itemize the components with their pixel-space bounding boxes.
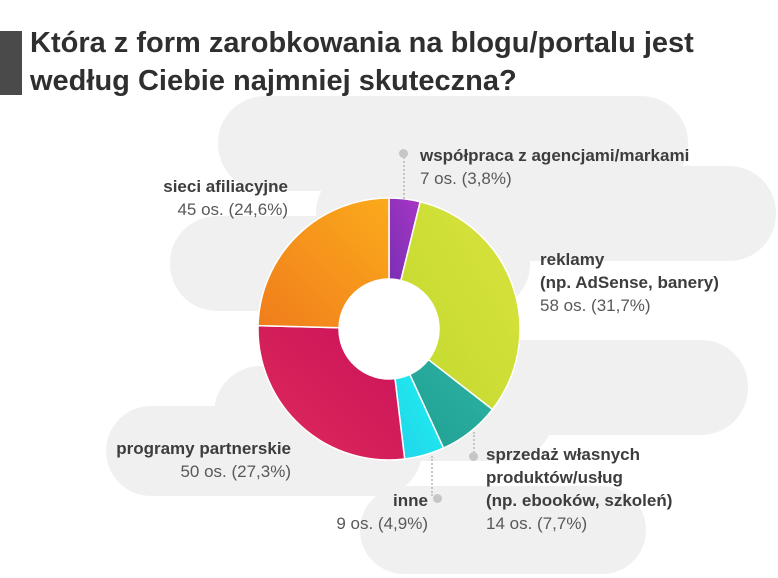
connector-line xyxy=(473,432,475,456)
title-accent-bar xyxy=(0,31,22,95)
connector-dot xyxy=(469,452,478,461)
cloud-shape xyxy=(360,486,646,574)
label-sprzedaz: sprzedaż własnych produktów/usług (np. ebo… xyxy=(486,443,672,535)
label-value: 58 os. (31,7%) xyxy=(540,296,651,315)
connector-line xyxy=(403,157,405,199)
label-wspolpraca: współpraca z agencjami/markami 7 os. (3,… xyxy=(420,144,689,190)
donut-hole xyxy=(339,279,439,379)
label-name: inne xyxy=(393,491,428,510)
label-name: współpraca z agencjami/markami xyxy=(420,146,690,165)
label-value: 7 os. (3,8%) xyxy=(420,169,512,188)
label-value: 9 os. (4,9%) xyxy=(336,514,428,533)
label-name: reklamy (np. AdSense, banery) xyxy=(540,250,719,292)
label-name: programy partnerskie xyxy=(116,439,291,458)
chart-title: Która z form zarobkowania na blogu/porta… xyxy=(30,27,694,97)
label-value: 50 os. (27,3%) xyxy=(180,462,291,481)
connector-line xyxy=(431,456,433,496)
label-name: sprzedaż własnych produktów/usług (np. ebo… xyxy=(486,445,673,510)
label-name: sieci afiliacyjne xyxy=(163,177,288,196)
donut-slices xyxy=(257,197,521,461)
label-value: 14 os. (7,7%) xyxy=(486,514,588,533)
label-inne: inne 9 os. (4,9%) xyxy=(336,489,428,535)
connector-dot xyxy=(399,149,408,158)
label-sieci-afiliacyjne: sieci afiliacyjne 45 os. (24,6%) xyxy=(163,175,288,221)
label-value: 45 os. (24,6%) xyxy=(177,200,288,219)
label-programy-partnerskie: programy partnerskie 50 os. (27,3%) xyxy=(116,437,291,483)
connector-dot xyxy=(433,494,442,503)
label-reklamy: reklamy (np. AdSense, banery) 58 os. (31,… xyxy=(540,248,719,317)
